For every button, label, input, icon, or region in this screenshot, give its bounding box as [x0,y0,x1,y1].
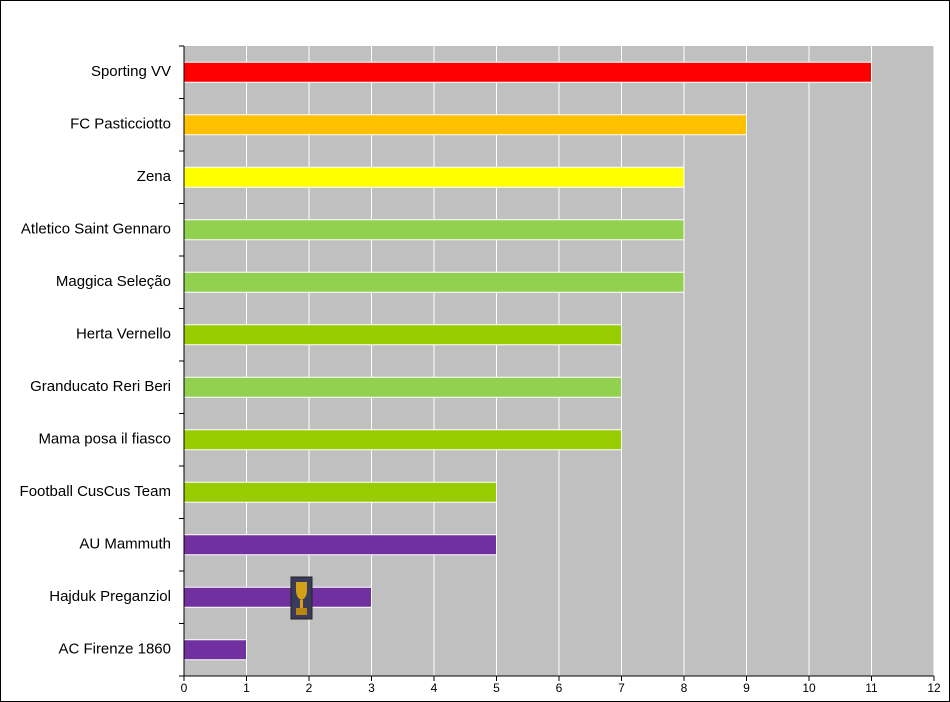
x-tick-label: 0 [181,681,188,695]
bar [183,429,622,451]
trophy-icon [290,576,313,620]
bar [183,534,497,556]
y-tick-label: FC Pasticciotto [70,116,171,133]
y-tick-label: Maggica Seleção [56,273,171,290]
bar [183,166,685,188]
y-tick-label: AU Mammuth [79,536,171,553]
y-tick-label: Atletico Saint Gennaro [21,221,171,238]
bar [183,481,497,503]
y-tick-label: Mama posa il fiasco [38,431,171,448]
bar [183,376,622,398]
y-tick-label: Granducato Reri Beri [30,378,171,395]
bar [183,114,747,136]
x-tick-label: 5 [493,681,500,695]
y-tick-label: Football CusCus Team [20,483,171,500]
bars [183,61,872,661]
x-tick-label: 11 [865,681,878,695]
x-tick-label: 7 [618,681,625,695]
bar [183,219,685,241]
y-tick-label: Herta Vernello [76,326,171,343]
bar [183,324,622,346]
x-tick-label: 1 [243,681,250,695]
x-tick-label: 10 [802,681,816,695]
y-tick-label: Hajduk Preganziol [49,588,171,605]
x-tick-label: 4 [431,681,438,695]
x-tick-label: 6 [556,681,563,695]
grid [183,46,935,676]
y-tick-label: Sporting VV [91,63,171,80]
x-tick-label: 2 [306,681,313,695]
x-tick-label: 8 [681,681,688,695]
bar [183,639,247,661]
x-tick-label: 12 [927,681,941,695]
x-tick-label: 9 [743,681,750,695]
y-tick-label: Zena [137,168,172,185]
x-tick-label: 3 [368,681,375,695]
y-tick-label: AC Firenze 1860 [58,641,171,658]
bar [183,586,372,608]
bar [183,271,685,293]
bar [183,61,872,83]
